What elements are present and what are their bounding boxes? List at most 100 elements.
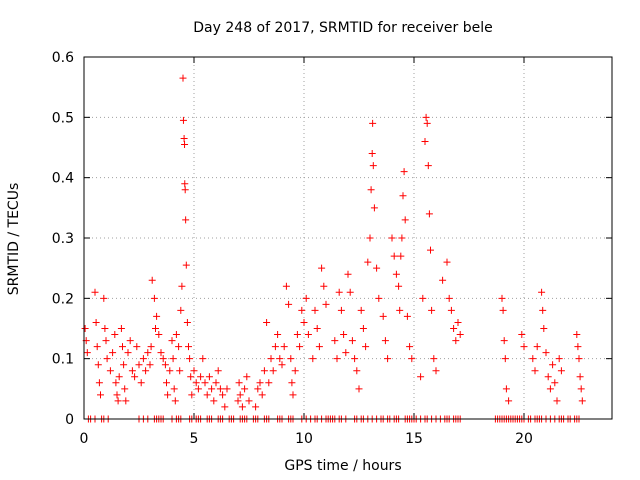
data-point — [403, 312, 411, 320]
data-point — [201, 379, 209, 387]
data-point — [238, 403, 246, 411]
data-point — [91, 288, 99, 296]
data-point — [309, 355, 317, 363]
data-point — [430, 355, 438, 363]
data-point — [533, 343, 541, 351]
data-point — [400, 168, 408, 176]
data-point — [267, 355, 275, 363]
data-point — [335, 288, 343, 296]
data-point — [322, 300, 330, 308]
data-point — [421, 137, 429, 145]
data-point — [114, 397, 122, 405]
data-point — [144, 349, 152, 357]
data-point — [379, 312, 387, 320]
data-point — [388, 234, 396, 242]
data-point — [417, 373, 425, 381]
data-point — [424, 162, 432, 170]
data-point — [269, 367, 277, 375]
data-point — [557, 367, 565, 375]
data-point — [370, 204, 378, 212]
data-point — [109, 349, 117, 357]
data-point — [432, 367, 440, 375]
data-point — [293, 331, 301, 339]
data-point — [245, 397, 253, 405]
data-point — [216, 385, 224, 393]
data-point — [353, 367, 361, 375]
data-point — [302, 294, 310, 302]
data-point — [139, 355, 147, 363]
y-tick-label: 0.1 — [52, 352, 74, 368]
data-point — [553, 397, 561, 405]
data-point — [320, 282, 328, 290]
data-point — [210, 397, 218, 405]
data-point — [401, 216, 409, 224]
data-point — [276, 355, 284, 363]
data-point — [182, 261, 190, 269]
data-point — [520, 343, 528, 351]
data-point — [518, 331, 526, 339]
data-point — [212, 379, 220, 387]
data-point — [373, 264, 381, 272]
data-point — [197, 373, 205, 381]
data-point — [439, 276, 447, 284]
data-point — [234, 397, 242, 405]
data-point — [398, 234, 406, 242]
data-point — [214, 367, 222, 375]
axis-ticks: 0 5 10 15 20 0 0.1 0.2 0.3 0.4 0.5 0.6 — [52, 50, 612, 447]
data-point — [289, 391, 297, 399]
data-point — [348, 337, 356, 345]
data-point — [502, 385, 510, 393]
data-point — [366, 234, 374, 242]
chart-title: Day 248 of 2017, SRMTID for receiver bel… — [193, 20, 492, 36]
x-tick-label: 5 — [190, 431, 199, 447]
data-point — [425, 210, 433, 218]
data-point — [178, 282, 186, 290]
data-point — [288, 379, 296, 387]
data-point — [263, 318, 271, 326]
data-point — [427, 246, 434, 254]
data-point — [94, 361, 102, 369]
data-point — [287, 355, 295, 363]
data-point — [549, 361, 557, 369]
data-point — [147, 343, 155, 351]
data-point — [117, 325, 125, 332]
data-point — [190, 367, 198, 375]
data-point — [340, 331, 348, 339]
data-point — [542, 349, 550, 357]
data-point — [282, 282, 290, 290]
data-point — [304, 331, 312, 339]
data-point — [170, 385, 178, 393]
data-point — [152, 325, 159, 332]
data-point — [101, 325, 109, 332]
data-point — [199, 355, 207, 363]
data-point — [146, 361, 154, 369]
data-point — [236, 391, 244, 399]
data-point — [243, 373, 251, 381]
data-point — [120, 361, 128, 369]
x-tick-label: 20 — [515, 431, 533, 447]
data-point — [456, 331, 464, 339]
data-point — [369, 162, 377, 170]
grid-lines — [84, 57, 612, 419]
data-point — [574, 343, 582, 351]
data-point — [315, 343, 323, 351]
data-point — [501, 355, 509, 363]
y-tick-label: 0.6 — [52, 50, 74, 66]
data-point — [452, 337, 460, 345]
data-point — [368, 150, 376, 158]
data-point — [384, 355, 392, 363]
data-point — [390, 252, 398, 260]
y-axis-title: SRMTID / TECUs — [6, 183, 22, 296]
data-point — [93, 343, 101, 351]
data-point — [454, 318, 462, 326]
data-point — [280, 343, 288, 351]
data-point — [163, 379, 170, 387]
data-point — [205, 373, 213, 381]
data-point — [179, 74, 187, 82]
data-point — [296, 343, 304, 351]
data-point — [278, 361, 286, 369]
data-point — [161, 361, 169, 369]
y-tick-label: 0.3 — [52, 231, 74, 247]
y-tick-label: 0 — [65, 412, 74, 428]
